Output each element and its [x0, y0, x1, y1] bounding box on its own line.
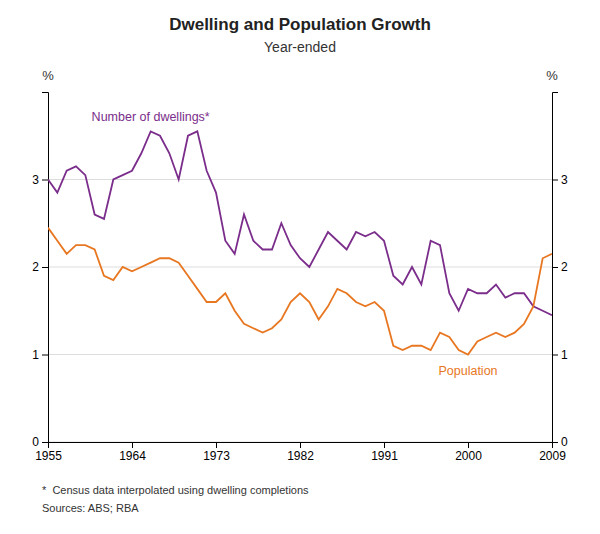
tick-mark [42, 180, 48, 181]
axis-line [49, 443, 553, 449]
tick: 1991 [371, 442, 398, 463]
series-label: Number of dwellings* [92, 110, 210, 124]
tick-label: 0 [32, 435, 39, 449]
tick: 2 [32, 260, 48, 274]
tick-mark [552, 355, 558, 356]
tick-label: 3 [561, 173, 568, 187]
title: Dwelling and Population Growth [169, 15, 431, 34]
tick-label: 2000 [455, 449, 482, 463]
tick: 1 [552, 348, 568, 362]
tick-label: 1982 [287, 449, 314, 463]
series-labels: Number of dwellings* Population [92, 110, 498, 377]
tick-label: 1955 [35, 449, 62, 463]
tick-mark [42, 442, 48, 443]
tick-mark [300, 442, 301, 448]
tick-label: 2 [561, 260, 568, 274]
tick-mark [552, 267, 558, 268]
tick-mark [132, 442, 133, 448]
line [48, 228, 552, 355]
footnote: * Census data interpolated using dwellin… [42, 484, 309, 496]
tick-mark [42, 267, 48, 268]
tick-label: 2 [32, 260, 39, 274]
grid-line [48, 179, 552, 180]
tick-mark [552, 180, 558, 181]
footnote: Sources: ABS; RBA [42, 502, 139, 514]
tick: 2 [552, 260, 568, 274]
tick-label: 1991 [371, 449, 398, 463]
tick-label: 0 [561, 435, 568, 449]
tick: 1955 [35, 442, 62, 463]
tick-mark [384, 442, 385, 448]
grid-line [48, 354, 552, 355]
tick: 0 [552, 435, 568, 449]
tick: 1964 [119, 442, 146, 463]
tick-label: 1973 [203, 449, 230, 463]
tick: 1982 [287, 442, 314, 463]
chart: Dwelling and Population Growth Year-ended… [0, 0, 600, 534]
tick-mark [216, 442, 217, 448]
tick: 1 [32, 348, 48, 362]
axis-line [42, 93, 49, 443]
tick: 3 [552, 173, 568, 187]
axis-line [553, 93, 559, 443]
subtitle: Year-ended [264, 39, 336, 55]
x-axis: 1955 1964 1973 1982 1991 2000 2009 [35, 442, 566, 463]
y2-axis-label: % [546, 68, 558, 83]
tick: 1973 [203, 442, 230, 463]
y2-axis: 0 1 2 3 [552, 93, 568, 450]
tick-mark [552, 442, 558, 443]
footnotes: * Census data interpolated using dwellin… [42, 484, 309, 514]
y-axis-label: % [42, 68, 54, 83]
plot-area [48, 131, 552, 354]
tick-label: 3 [32, 173, 39, 187]
tick-label: 2009 [539, 449, 566, 463]
tick: 3 [32, 173, 48, 187]
tick: 2000 [455, 442, 482, 463]
y-axis: 0 1 2 3 [32, 93, 48, 450]
tick: 0 [32, 435, 48, 449]
tick-mark [42, 355, 48, 356]
series-label: Population [438, 364, 497, 378]
tick-label: 1964 [119, 449, 146, 463]
grid [48, 180, 552, 443]
tick-label: 1 [32, 348, 39, 362]
tick-label: 1 [561, 348, 568, 362]
line [48, 131, 552, 315]
tick-mark [468, 442, 469, 448]
